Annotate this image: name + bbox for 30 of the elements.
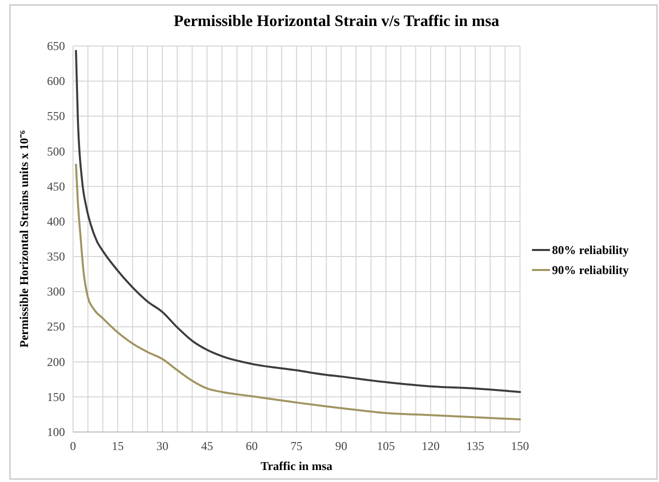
y-tick-label: 100	[47, 425, 65, 439]
y-tick-label: 400	[47, 214, 65, 228]
x-tick-label: 0	[70, 439, 76, 453]
x-tick-label: 135	[466, 439, 484, 453]
line-series	[74, 164, 521, 420]
x-axis-title: Traffic in msa	[260, 459, 332, 473]
x-tick-label: 30	[156, 439, 168, 453]
x-tick-label: 45	[201, 439, 214, 453]
line-series	[74, 50, 521, 393]
y-tick-label: 350	[47, 250, 65, 264]
y-axis-title: Permissible Horizontal Strains units x 10⁻⁶	[17, 130, 31, 348]
legend-label: 80% reliability	[552, 243, 629, 257]
y-tick-label: 600	[47, 74, 65, 88]
y-tick-label: 200	[47, 354, 65, 369]
x-tick-label: 15	[112, 439, 124, 453]
y-tick-label: 300	[47, 284, 65, 299]
x-tick-label: 75	[290, 439, 302, 453]
legend-label: 90% reliability	[552, 263, 629, 277]
y-tick-label: 650	[47, 39, 65, 53]
y-tick-label: 500	[47, 144, 65, 158]
x-tick-label: 90	[335, 439, 348, 453]
chart-title: Permissible Horizontal Strain v/s Traffic in msa	[174, 13, 500, 30]
x-tick-label: 120	[422, 439, 440, 453]
y-tick-label: 250	[47, 320, 65, 334]
y-tick-label: 550	[47, 109, 65, 124]
x-tick-label: 60	[246, 439, 258, 453]
x-tick-label: 150	[511, 439, 529, 453]
y-tick-label: 450	[47, 179, 65, 194]
y-tick-label: 150	[47, 390, 65, 404]
x-tick-label: 105	[376, 439, 395, 453]
